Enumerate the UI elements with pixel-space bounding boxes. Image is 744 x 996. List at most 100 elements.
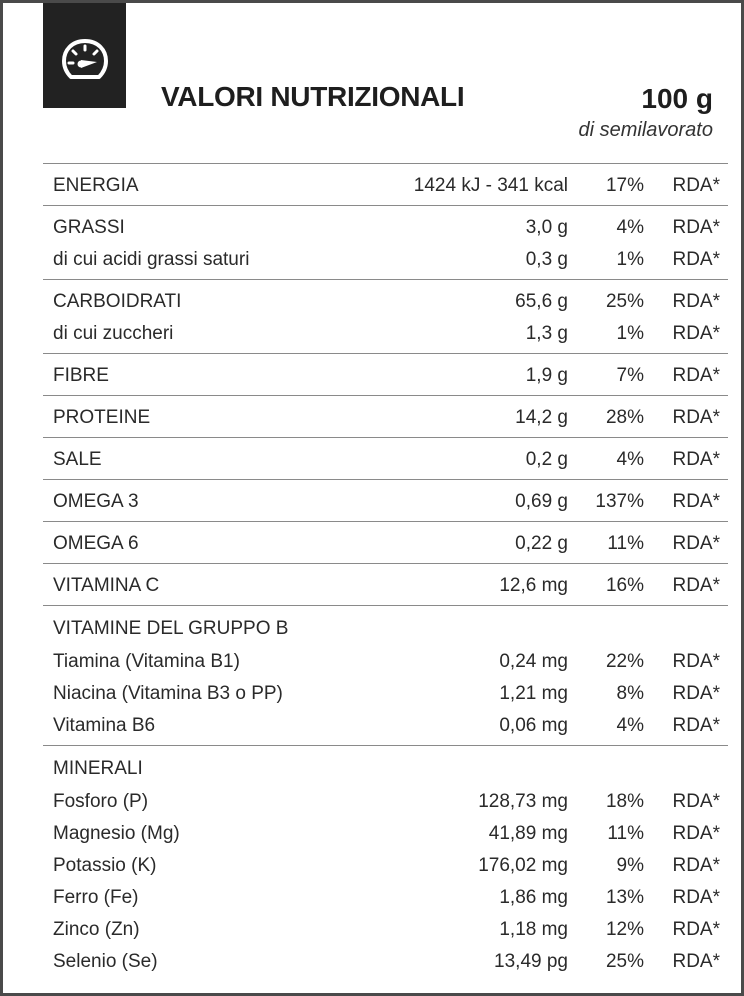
nutrient-name: CARBOIDRATI [53, 291, 182, 312]
nutrient-row: Magnesio (Mg) 41,89 mg 11% RDA* [43, 818, 728, 850]
nutrient-value: 1,18 mg [499, 919, 568, 940]
nutrient-rda: RDA* [672, 715, 720, 736]
nutrient-percent: 7% [616, 365, 644, 386]
nutrient-percent: 11% [607, 533, 644, 554]
nutrient-percent: 25% [605, 291, 644, 312]
nutrient-rda: RDA* [672, 887, 720, 908]
nutrient-rda: RDA* [672, 533, 720, 554]
nutrient-percent: 11% [607, 823, 644, 844]
nutrient-name: VITAMINE DEL GRUPPO B [53, 618, 289, 639]
nutrient-value: 1,3 g [525, 323, 568, 344]
nutrient-value: 128,73 mg [478, 791, 568, 812]
nutrient-percent: 13% [605, 887, 644, 908]
nutrient-row: VITAMINE DEL GRUPPO B [43, 612, 728, 646]
nutrient-name: Selenio (Se) [53, 951, 158, 972]
nutrient-name: Fosforo (P) [53, 791, 149, 812]
nutrient-row: FIBRE 1,9 g 7% RDA* [43, 360, 728, 392]
nutrient-value: 0,3 g [525, 249, 568, 270]
nutrient-row: OMEGA 3 0,69 g 137% RDA* [43, 486, 728, 518]
nutrient-name: di cui acidi grassi saturi [53, 249, 250, 270]
nutrient-rda: RDA* [672, 249, 720, 270]
nutrient-group: ENERGIA 1424 kJ - 341 kcal 17% RDA* [43, 163, 728, 205]
nutrient-name: GRASSI [53, 217, 125, 238]
nutrient-name: Ferro (Fe) [53, 887, 139, 908]
nutrient-value: 1,9 g [525, 365, 568, 386]
nutrient-group: OMEGA 6 0,22 g 11% RDA* [43, 521, 728, 563]
nutrient-percent: 4% [616, 217, 644, 238]
nutrient-percent: 18% [605, 791, 644, 812]
nutrient-name: FIBRE [53, 365, 109, 386]
nutrient-name: Magnesio (Mg) [53, 823, 180, 844]
nutrient-value: 176,02 mg [478, 855, 568, 876]
nutrient-group: PROTEINE 14,2 g 28% RDA* [43, 395, 728, 437]
nutrient-percent: 17% [605, 175, 644, 196]
nutrient-name: Potassio (K) [53, 855, 157, 876]
nutrient-row: Vitamina B6 0,06 mg 4% RDA* [43, 710, 728, 742]
nutrient-row: Selenio (Se) 13,49 pg 25% RDA* [43, 946, 728, 978]
nutrient-percent: 137% [595, 491, 644, 512]
nutrient-rda: RDA* [672, 951, 720, 972]
nutrient-row: Potassio (K) 176,02 mg 9% RDA* [43, 850, 728, 882]
nutrient-name: OMEGA 6 [53, 533, 139, 554]
nutrient-rda: RDA* [672, 407, 720, 428]
nutrient-percent: 22% [605, 651, 644, 672]
nutrient-rda: RDA* [672, 855, 720, 876]
nutrient-row: Ferro (Fe) 1,86 mg 13% RDA* [43, 882, 728, 914]
nutrient-percent: 25% [605, 951, 644, 972]
nutrient-value: 1424 kJ - 341 kcal [413, 175, 568, 196]
nutrient-name: OMEGA 3 [53, 491, 139, 512]
nutrient-name: VITAMINA C [53, 575, 160, 596]
nutrient-name: MINERALI [53, 758, 143, 779]
nutrient-percent: 1% [616, 249, 644, 270]
speedometer-icon [61, 38, 108, 79]
nutrient-value: 1,86 mg [499, 887, 568, 908]
nutrient-group: VITAMINE DEL GRUPPO B Tiamina (Vitamina B… [43, 605, 728, 745]
nutrient-name: di cui zuccheri [53, 323, 174, 344]
nutrient-rda: RDA* [672, 683, 720, 704]
nutrient-row: MINERALI [43, 752, 728, 786]
nutrient-row: Tiamina (Vitamina B1) 0,24 mg 22% RDA* [43, 646, 728, 678]
nutrient-percent: 16% [605, 575, 644, 596]
nutrient-name: ENERGIA [53, 175, 139, 196]
nutrient-value: 0,06 mg [499, 715, 568, 736]
nutrient-value: 0,22 g [515, 533, 568, 554]
nutrient-name: Niacina (Vitamina B3 o PP) [53, 683, 283, 704]
nutrient-rda: RDA* [672, 575, 720, 596]
nutrient-name: Tiamina (Vitamina B1) [53, 651, 240, 672]
nutrient-row: Fosforo (P) 128,73 mg 18% RDA* [43, 786, 728, 818]
nutrient-value: 0,24 mg [499, 651, 568, 672]
nutrient-group: MINERALI Fosforo (P) 128,73 mg 18% RDA* Magne… [43, 745, 728, 981]
serving-quantity: 100 g [641, 83, 713, 114]
nutrient-row: OMEGA 6 0,22 g 11% RDA* [43, 528, 728, 560]
header-badge [43, 3, 126, 108]
nutrient-name: PROTEINE [53, 407, 151, 428]
nutrient-percent: 12% [605, 919, 644, 940]
nutrient-value: 12,6 mg [499, 575, 568, 596]
nutrient-row: di cui acidi grassi saturi 0,3 g 1% RDA* [43, 244, 728, 276]
nutrient-group: CARBOIDRATI 65,6 g 25% RDA* di cui zuccheri 1… [43, 279, 728, 353]
nutrient-rda: RDA* [672, 651, 720, 672]
nutrient-group: SALE 0,2 g 4% RDA* [43, 437, 728, 479]
nutrient-value: 1,21 mg [499, 683, 568, 704]
nutrient-percent: 1% [616, 323, 644, 344]
nutrient-row: Zinco (Zn) 1,18 mg 12% RDA* [43, 914, 728, 946]
nutrient-group: OMEGA 3 0,69 g 137% RDA* [43, 479, 728, 521]
nutrient-row: VITAMINA C 12,6 mg 16% RDA* [43, 570, 728, 602]
nutrient-rda: RDA* [672, 175, 720, 196]
serving-description: di semilavorato [578, 119, 713, 141]
nutrient-percent: 28% [605, 407, 644, 428]
nutrient-row: GRASSI 3,0 g 4% RDA* [43, 212, 728, 244]
nutrient-rda: RDA* [672, 291, 720, 312]
nutrient-rda: RDA* [672, 491, 720, 512]
nutrient-value: 0,2 g [525, 449, 568, 470]
nutrient-value: 0,69 g [515, 491, 568, 512]
nutrient-row: ENERGIA 1424 kJ - 341 kcal 17% RDA* [43, 170, 728, 202]
nutrient-value: 65,6 g [515, 291, 568, 312]
nutrient-rda: RDA* [672, 449, 720, 470]
nutrient-row: PROTEINE 14,2 g 28% RDA* [43, 402, 728, 434]
nutrient-name: Zinco (Zn) [53, 919, 140, 940]
nutrient-group: VITAMINA C 12,6 mg 16% RDA* [43, 563, 728, 605]
nutrient-row: di cui zuccheri 1,3 g 1% RDA* [43, 318, 728, 350]
label-title: VALORI NUTRIZIONALI [161, 81, 465, 112]
